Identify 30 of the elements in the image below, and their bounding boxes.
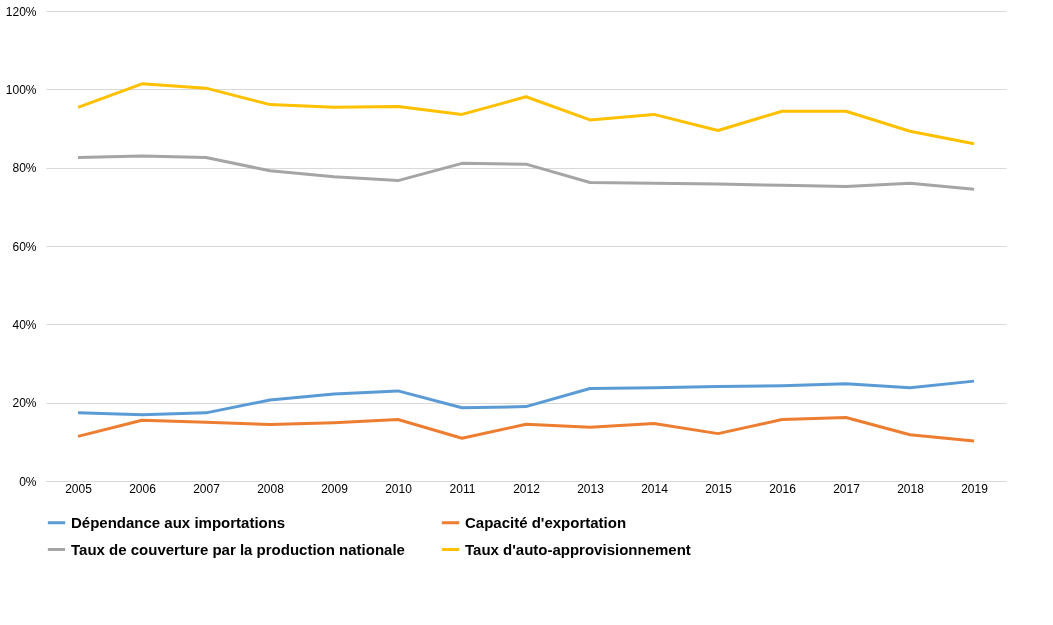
line-series (76, 379, 976, 417)
x-tick-label: 2018 (897, 481, 925, 496)
x-tick-label: 2005 (65, 481, 93, 496)
legend-label: Taux d'auto-approvisionnement (465, 540, 691, 558)
x-tick-label: 2014 (641, 481, 669, 496)
x-tick-label: 2019 (961, 481, 989, 496)
x-tick-label: 2015 (705, 481, 733, 496)
y-tick-label: 40% (12, 317, 37, 332)
legend-label: Taux de couverture par la production nationale (71, 540, 405, 558)
y-tick-label: 120% (5, 4, 37, 19)
x-tick-label: 2011 (449, 481, 476, 496)
y-tick-label: 80% (12, 161, 37, 176)
y-tick-label: 60% (12, 239, 37, 254)
x-tick-label: 2007 (193, 481, 221, 496)
y-tick-label: 20% (12, 396, 37, 411)
x-tick-label: 2010 (385, 481, 413, 496)
x-tick-label: 2012 (513, 481, 541, 496)
line-series (76, 416, 976, 443)
line-series (76, 154, 976, 191)
x-tick-label: 2017 (833, 481, 861, 496)
x-tick-label: 2009 (321, 481, 349, 496)
x-tick-label: 2006 (129, 481, 157, 496)
x-tick-label: 2008 (257, 481, 285, 496)
line-series (76, 82, 976, 146)
x-tick-label: 2016 (769, 481, 797, 496)
y-tick-label: 100% (5, 82, 37, 97)
legend-label: Capacité d'exportation (465, 513, 627, 531)
x-tick-label: 2013 (577, 481, 605, 496)
legend-label: Dépendance aux importations (71, 513, 286, 531)
y-tick-label: 0% (19, 474, 37, 489)
